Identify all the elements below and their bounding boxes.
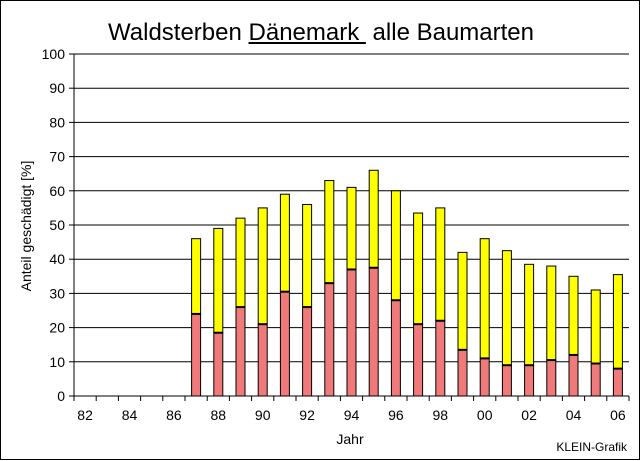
chart-title: Waldsterben Dänemark alle Baumarten [1,19,640,47]
bar-upper-1994 [346,186,357,270]
bar-lower-1994 [346,268,357,397]
x-tick-label-96: 96 [388,407,404,423]
bar-upper-1993 [324,180,335,284]
bar-upper-1992 [302,203,313,308]
y-tick-label-30: 30 [49,285,65,301]
bar-lower-1987 [191,313,202,397]
bar-upper-1997 [413,212,424,325]
bar-upper-2006 [612,274,623,370]
y-tick-label-90: 90 [49,80,65,96]
y-tick-label-70: 70 [49,149,65,165]
bar-lower-2003 [546,359,557,397]
x-tick-label-86: 86 [166,407,182,423]
x-tick-label-94: 94 [344,407,360,423]
y-tick-label-10: 10 [49,354,65,370]
bar-upper-1987 [191,238,202,315]
x-tick-label-00: 00 [477,407,493,423]
x-tick-label-84: 84 [122,407,138,423]
bar-lower-1993 [324,282,335,397]
bar-lower-1997 [413,323,424,397]
bar-lower-1988 [213,332,224,397]
bar-lower-1995 [368,267,379,397]
title-part2: alle Baumarten [365,19,534,46]
bar-lower-2002 [524,364,535,397]
bar-lower-2004 [568,354,579,397]
title-part1: Waldsterben [108,19,249,46]
bar-upper-1999 [457,251,468,351]
bar-lower-1992 [302,306,313,397]
bar-upper-1988 [213,227,224,334]
x-tick-label-90: 90 [255,407,271,423]
bar-lower-1996 [390,299,401,397]
y-tick-label-40: 40 [49,251,65,267]
y-tick-label-0: 0 [57,388,65,404]
bar-upper-2002 [524,263,535,366]
y-tick-label-20: 20 [49,320,65,336]
bar-lower-1999 [457,349,468,397]
bar-lower-2006 [612,368,623,397]
x-tick-label-98: 98 [433,407,449,423]
bar-upper-1996 [390,190,401,301]
x-tick-label-92: 92 [299,407,315,423]
bar-upper-2004 [568,275,579,356]
bar-upper-1995 [368,169,379,269]
bar-lower-1998 [435,320,446,397]
bar-lower-1991 [279,291,290,397]
bar-lower-2005 [590,363,601,397]
bar-upper-2001 [501,250,512,366]
bar-lower-1990 [257,323,268,397]
credit-label: KLEIN-Grafik [556,440,627,454]
bar-upper-1998 [435,207,446,322]
x-tick-label-88: 88 [211,407,227,423]
x-tick-label-02: 02 [521,407,537,423]
bar-upper-2003 [546,265,557,361]
x-axis-label: Jahr [336,431,364,447]
y-tick-label-50: 50 [49,217,65,233]
bar-lower-2000 [479,357,490,397]
x-tick-label-06: 06 [610,407,626,423]
title-country: Dänemark [248,19,366,46]
bar-upper-2005 [590,289,601,365]
y-tick-label-100: 100 [42,46,66,62]
y-tick-label-80: 80 [49,114,65,130]
bar-lower-2001 [501,364,512,397]
x-tick-label-82: 82 [77,407,93,423]
bar-upper-1989 [235,217,246,308]
x-tick-label-04: 04 [566,407,582,423]
y-tick-label-60: 60 [49,183,65,199]
bar-upper-2000 [479,238,490,359]
bar-upper-1990 [257,207,268,325]
bar-upper-1991 [279,193,290,293]
bar-lower-1989 [235,306,246,397]
